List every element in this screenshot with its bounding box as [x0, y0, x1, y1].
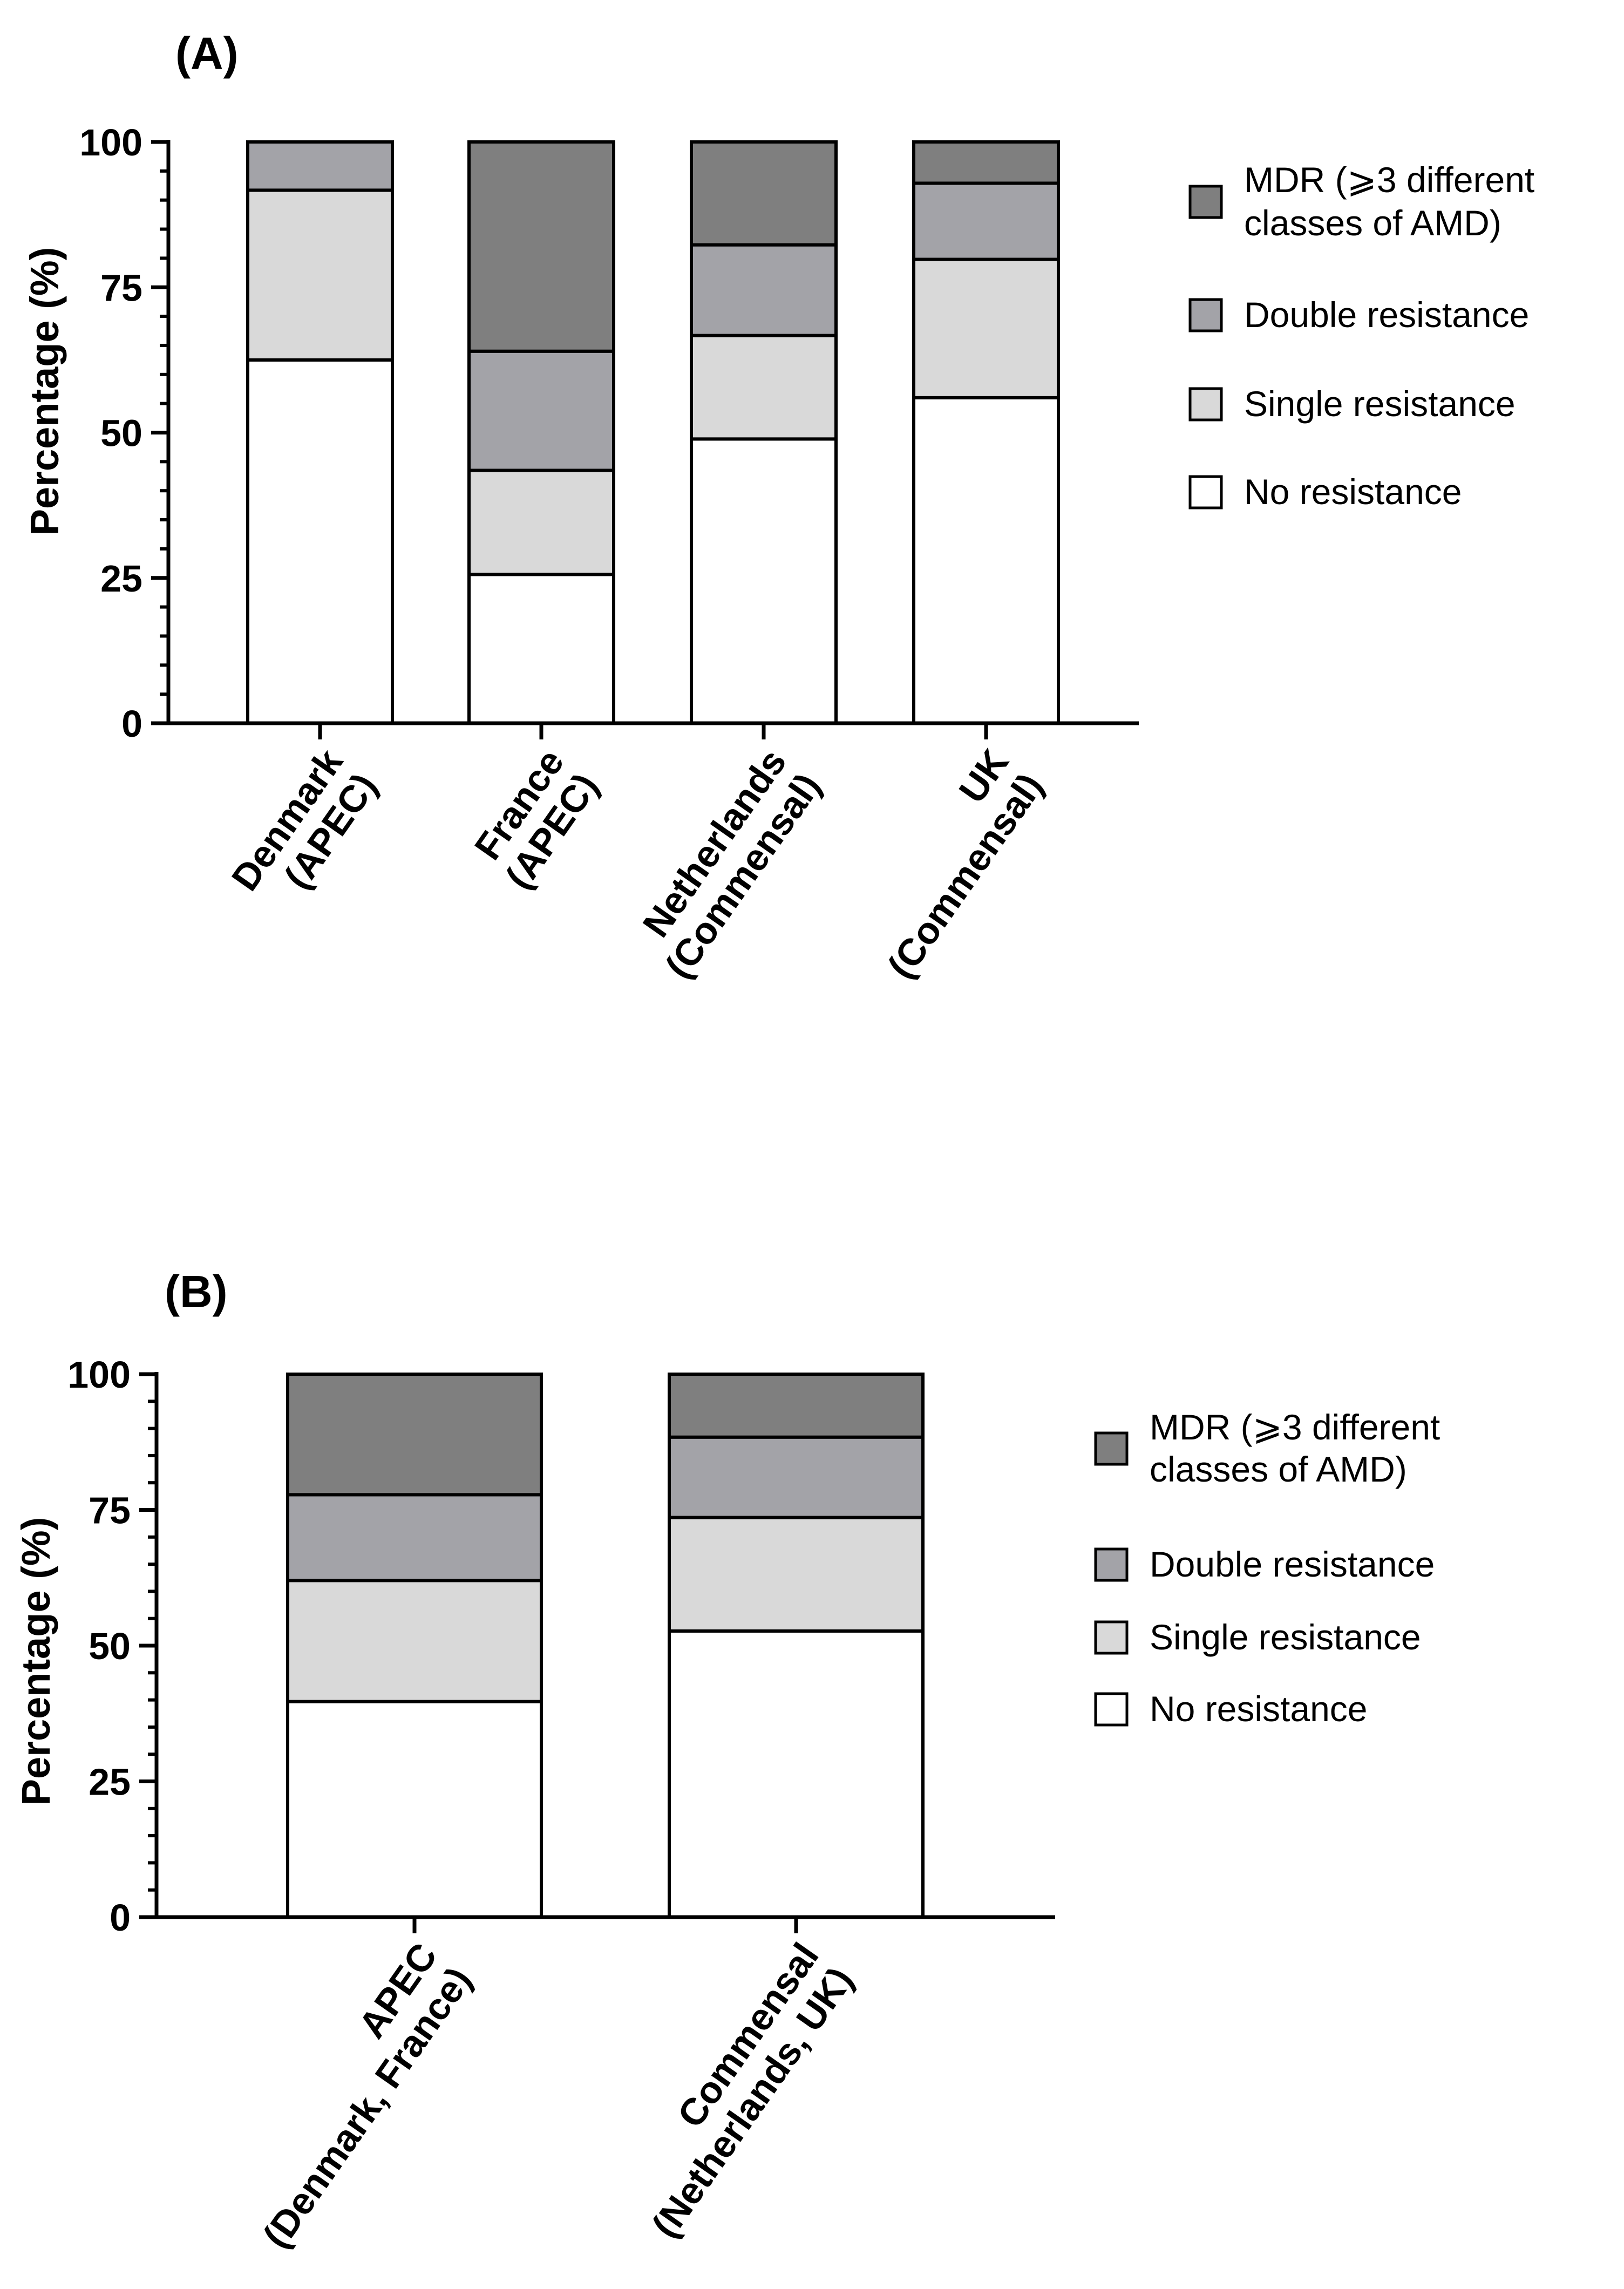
panel-a-legend-swatch-double [1188, 298, 1223, 332]
panel-a-label: (A) [175, 28, 239, 79]
panel-a-legend-label-none: No resistance [1244, 472, 1462, 512]
panel-b-bar-2-MDR [668, 1373, 925, 1439]
panel-a-legend-label-double: Double resistance [1244, 295, 1529, 335]
panel-b-bar-2-double [668, 1435, 925, 1519]
panel-b-bar-2-single [668, 1516, 925, 1633]
panel-a-legend-item-MDR: MDR (⩾3 different classes of AMD) [1188, 160, 1534, 243]
panel-a-legend-item-double: Double resistance [1188, 295, 1529, 335]
panel-b-bar-2-none [668, 1629, 925, 1919]
panel-b-legend-swatch-MDR [1094, 1431, 1129, 1466]
panel-a-legend-swatch-single [1188, 387, 1223, 422]
panel-a-bar-3-MDR [690, 140, 838, 247]
panel-b-bar-1-MDR [286, 1373, 543, 1497]
panel-a-bar-3-none [690, 437, 838, 725]
panel-a-bar-2-double [467, 349, 615, 472]
panel-a-y-tick-label: 75 [100, 267, 142, 309]
panel-a-bar-3-single [690, 334, 838, 441]
panel-b-legend-item-single: Single resistance [1094, 1617, 1421, 1657]
panel-b-legend-swatch-double [1094, 1547, 1129, 1582]
panel-b-legend-swatch-single [1094, 1620, 1129, 1655]
panel-b-legend-swatch-none [1094, 1692, 1129, 1727]
panel-b-legend-label-MDR: MDR (⩾3 different classes of AMD) [1150, 1407, 1440, 1489]
panel-b-y-axis-title: Percentage (%) [13, 1517, 58, 1806]
panel-a-legend-item-single: Single resistance [1188, 384, 1516, 424]
panel-b-y-tick-label: 25 [89, 1761, 131, 1803]
panel-b-legend-label-single: Single resistance [1150, 1617, 1421, 1657]
panel-b-x-tick-label: Commensal(Netherlands, UK) [609, 1935, 861, 2245]
panel-b-y-tick-label: 100 [67, 1354, 131, 1396]
panel-b-x-tick-label: APEC(Denmark, France) [220, 1935, 479, 2256]
panel-a-x-tick-label: France(APEC) [463, 742, 607, 896]
panel-b-label: (B) [165, 1266, 228, 1317]
panel-a-legend-swatch-none [1188, 475, 1223, 510]
panel-b-chart: (B) Percentage (%) 0 25 50 75 100 APEC(Denmar… [13, 1266, 1440, 2256]
panel-b-legend-item-MDR: MDR (⩾3 different classes of AMD) [1094, 1407, 1440, 1489]
panel-b-bar-1-none [286, 1700, 543, 1919]
panel-a-bar-4-single [912, 257, 1060, 399]
panel-a-bar-2-MDR [467, 140, 615, 353]
panel-b-legend-label-none: No resistance [1150, 1689, 1368, 1729]
panel-a-legend-item-none: No resistance [1188, 472, 1462, 512]
panel-a-legend-label-MDR: MDR (⩾3 different classes of AMD) [1244, 160, 1534, 243]
panel-b-y-tick-label: 50 [89, 1625, 131, 1667]
panel-a-bar-1-single [246, 188, 394, 362]
panel-b-legend-item-double: Double resistance [1094, 1544, 1435, 1584]
panel-b-bar-1-single [286, 1579, 543, 1703]
panel-a-y-tick-label: 50 [100, 412, 142, 454]
panel-a-chart: (A) Percentage (%) 0 25 50 75 100 Denmark(APE… [22, 28, 1534, 986]
panel-a-bar-4-none [912, 396, 1060, 725]
panel-b-y-tick-label: 75 [89, 1490, 131, 1532]
panel-a-bar-2-none [467, 573, 615, 725]
panel-a-bar-1-none [246, 358, 394, 725]
panel-b-legend-item-none: No resistance [1094, 1689, 1368, 1729]
panel-a-x-tick-label: Denmark(APEC) [223, 742, 385, 922]
panel-b-legend-label-double: Double resistance [1150, 1544, 1435, 1584]
panel-a-bar-4-double [912, 181, 1060, 261]
panel-a-bar-4-MDR [912, 140, 1060, 185]
panel-a-x-tick-label: Netherlands(Commensal) [622, 742, 828, 986]
panel-b-bar-1-double [286, 1493, 543, 1582]
panel-a-bar-3-double [690, 243, 838, 337]
panel-a-bar-1-double [246, 140, 394, 192]
panel-b-y-tick-label: 0 [110, 1897, 131, 1939]
panel-a-y-tick-label: 0 [121, 703, 142, 745]
panel-a-y-tick-label: 25 [100, 558, 142, 600]
panel-a-legend-label-single: Single resistance [1244, 384, 1516, 424]
panel-a-bar-2-single [467, 468, 615, 576]
panel-a-y-axis-title: Percentage (%) [22, 247, 67, 536]
panel-a-y-tick-label: 100 [79, 121, 142, 164]
panel-a-legend-swatch-MDR [1188, 185, 1223, 219]
panel-a-x-tick-label: UK(Commensal) [845, 742, 1051, 986]
